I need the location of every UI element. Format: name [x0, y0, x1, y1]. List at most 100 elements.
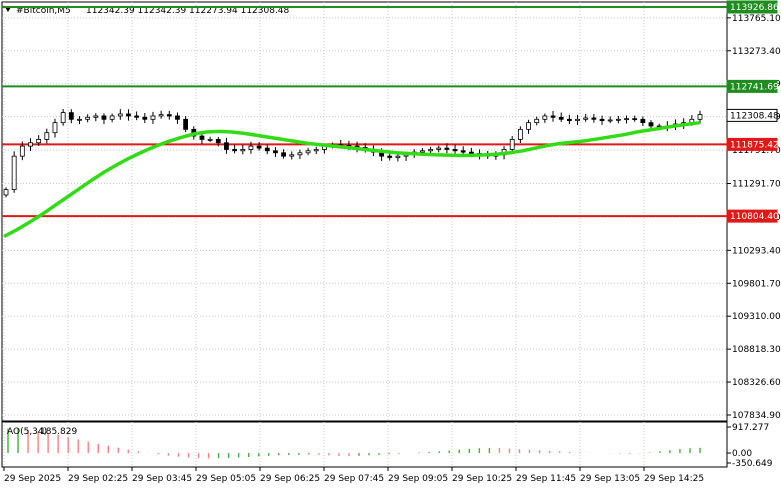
candle-body	[85, 116, 91, 120]
candle-body	[624, 118, 629, 121]
symbol-label: #Bitcoin,M5	[16, 6, 71, 16]
candle-body	[101, 115, 107, 120]
x-tick-label: 29 Sep 07:45	[324, 474, 384, 484]
x-tick-label: 29 Sep 02:25	[68, 474, 128, 484]
moving-average	[3, 120, 701, 239]
ao-indicator-value: 185.829	[40, 427, 77, 437]
candle-body	[566, 118, 572, 122]
resistance-price-label: 113926.86	[730, 3, 779, 13]
candle-body	[134, 115, 140, 118]
candle-body	[305, 150, 311, 154]
resistance-price-tag	[726, 0, 778, 14]
candle-body	[281, 152, 287, 157]
resistance-price-label: 112741.69	[730, 82, 779, 92]
candle-body	[142, 116, 148, 120]
ao-border	[1, 421, 728, 468]
candle-body	[52, 122, 58, 134]
candle-body	[607, 119, 613, 122]
candle-body	[468, 151, 474, 154]
y-tick-label: 111291.70	[732, 179, 781, 189]
candle-body	[517, 128, 523, 140]
candle-body	[126, 113, 131, 117]
ao-y-tick-label: 917.277	[732, 423, 769, 433]
candle-body	[615, 118, 621, 121]
candle-body	[289, 154, 295, 157]
candle-body	[313, 149, 319, 152]
ao-y-tick-label: 0.00	[732, 449, 752, 459]
candle-body	[395, 155, 401, 158]
candle-body	[297, 152, 303, 156]
moving-average-line	[3, 120, 701, 239]
dropdown-triangle-icon	[5, 7, 11, 12]
y-tick-label: 109310.00	[732, 312, 781, 322]
y-tick-label: 113273.40	[732, 47, 781, 57]
time-axis: 29 Sep 2025 29 Sep 02:25 29 Sep 03:45 29 Se…	[3, 467, 704, 484]
y-tick-label: 110293.40	[732, 246, 781, 256]
candle-body	[207, 138, 213, 141]
x-tick-label: 29 Sep 14:25	[644, 474, 704, 484]
candle-body	[158, 114, 164, 117]
y-tick-label: 109801.70	[732, 279, 781, 289]
candles	[3, 108, 703, 198]
price-labels: 113926.86 112741.69 112308.48 111875.42 1108…	[726, 0, 779, 223]
y-tick-label: 111791.70	[732, 146, 781, 156]
candle-body	[264, 147, 270, 152]
candle-body	[93, 115, 99, 118]
x-tick-label: 29 Sep 09:05	[388, 474, 448, 484]
candle-body	[150, 115, 156, 120]
candle-body	[199, 135, 205, 140]
y-tick-label: 113765.10	[732, 14, 781, 24]
candle-body	[419, 150, 425, 153]
candle-body	[3, 189, 9, 196]
candle-body	[175, 115, 180, 120]
x-tick-label: 29 Sep 11:45	[516, 474, 576, 484]
candle-body	[575, 118, 580, 122]
candle-body	[436, 147, 442, 150]
candle-body	[460, 150, 466, 153]
candle-body	[248, 145, 254, 150]
candle-body	[60, 112, 66, 124]
chart-header: #Bitcoin,M5 112342.39 112342.39 112273.9…	[5, 6, 290, 16]
candle-body	[256, 145, 262, 149]
x-tick-label: 29 Sep 2025	[4, 474, 61, 484]
ao-indicator-label: AO(5,34)	[7, 427, 47, 437]
support-price-label: 111875.42	[730, 140, 779, 150]
support-price-tag	[726, 137, 778, 151]
current-price-tag	[726, 108, 778, 122]
candle-body	[452, 149, 458, 152]
candle-body	[526, 122, 531, 130]
candle-body	[36, 138, 42, 144]
y-tick-label: 108326.60	[732, 378, 781, 388]
current-price-label: 112308.48	[730, 111, 779, 121]
x-tick-label: 29 Sep 10:25	[452, 474, 512, 484]
candle-body	[19, 145, 25, 157]
candle-body	[224, 142, 229, 150]
candle-body	[697, 114, 703, 120]
candle-body	[632, 118, 638, 121]
candle-body	[117, 113, 123, 117]
candle-body	[558, 116, 564, 120]
candle-body	[542, 115, 548, 120]
support-price-tag	[726, 209, 778, 223]
candle-body	[583, 117, 589, 120]
candle-body	[240, 149, 246, 152]
candle-body	[183, 118, 189, 130]
candle-body	[599, 118, 605, 122]
candle-body	[11, 155, 17, 191]
candle-body	[387, 155, 393, 158]
candle-body	[273, 150, 278, 154]
candle-body	[444, 147, 450, 150]
candle-body	[550, 115, 556, 118]
candle-body	[215, 138, 221, 144]
candle-body	[640, 118, 646, 124]
candle-body	[28, 142, 33, 147]
candle-body	[166, 114, 172, 117]
y-tick-label: 107834.90	[732, 411, 781, 421]
y-tick-label: 108818.30	[732, 345, 781, 355]
candle-body	[509, 138, 515, 150]
candle-body	[591, 117, 597, 120]
candle-body	[232, 149, 238, 152]
candle-body	[77, 118, 82, 121]
